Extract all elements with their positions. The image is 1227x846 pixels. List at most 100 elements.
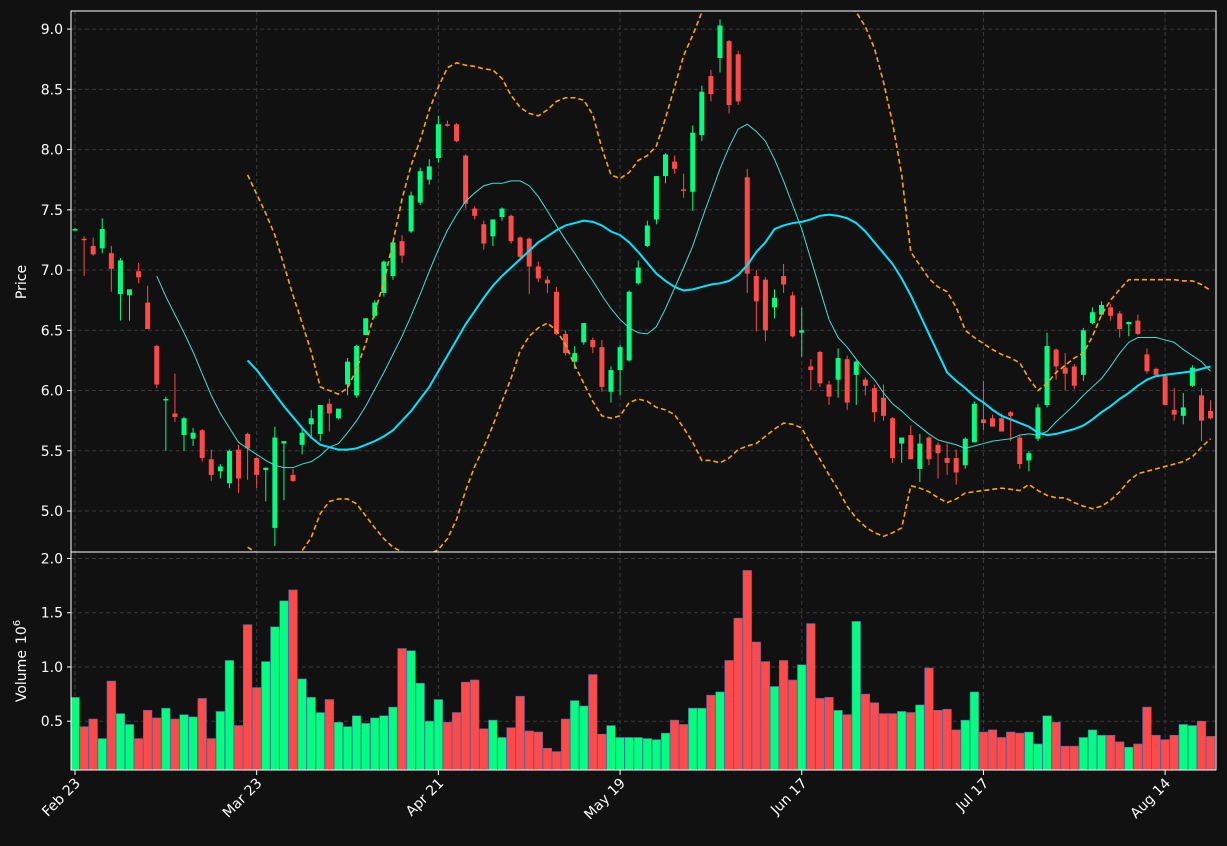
candle-body [726,41,732,105]
price-tick-label: 5.0 [41,504,63,520]
candle-body [1053,349,1059,367]
volume-bar [197,698,207,770]
volume-bar [1096,734,1107,770]
volume-bar [906,712,916,770]
volume-bar [897,711,907,770]
price-tick-label: 7.5 [41,203,63,219]
volume-bar [515,695,525,770]
candle-body [172,413,178,418]
candle-body [463,155,469,204]
volume-tick-label: 2.0 [41,552,63,568]
volume-bar [869,702,880,770]
volume-bar [987,729,998,770]
volume-bar [324,699,334,770]
candle-body [717,25,723,58]
volume-bar [806,623,816,770]
volume-bar [624,737,634,770]
price-grid [71,11,1216,552]
volume-bar [996,737,1007,770]
volume-bar [506,727,516,770]
candle-body [808,366,814,371]
candle-body [127,289,133,296]
volume-y-axis: 0.5 1.0 1.5 2.0 [41,552,71,730]
candle-body [953,458,959,473]
volume-bar [1178,724,1188,770]
volume-bar [497,737,507,770]
candle-body [290,474,296,481]
candle-body [753,276,759,302]
volume-bar [1205,736,1216,770]
volume-bar [751,641,761,770]
candle-body [581,323,587,343]
volume-bar [115,713,126,770]
candle-body [108,253,114,269]
volume-bar [97,738,107,770]
volume-bar [724,660,734,770]
volume-bar [815,698,825,770]
candle-body [363,318,369,336]
candle-body [454,124,460,142]
volume-bar [688,707,698,770]
volume-bar [215,711,225,770]
volume-bar [1078,737,1088,770]
volume-bar [942,708,952,770]
volume-bar [860,693,870,770]
candle-body [790,295,796,337]
candle-body [399,241,405,256]
volume-bar [679,724,689,770]
volume-bar [651,739,662,770]
volume-tick-label: 1.5 [41,606,63,622]
volume-bar [170,718,180,770]
candle-body [1117,313,1123,330]
volume-bar [451,712,462,770]
price-axis-label: Price [14,265,30,299]
volume-bar [106,680,116,770]
volume-bar [669,719,680,770]
candle-body [826,384,832,397]
volume-bar [143,710,153,770]
candle-body [699,91,705,136]
candle-body [226,450,232,484]
candle-body [535,266,541,279]
volume-bar [697,707,707,770]
overlay-lines [156,11,1212,552]
volume-bar [597,733,607,770]
volume-bar [924,667,934,770]
volume-bar [969,691,979,770]
svg-text:Volume106: Volume 106 [12,620,30,702]
candle-body [708,76,714,95]
volume-bar [933,710,943,770]
candle-body [1189,367,1195,386]
candle-body [772,297,777,308]
volume-bar [560,718,571,770]
volume-bar [397,648,407,770]
volume-bar [1187,725,1197,770]
volume-bar [252,687,262,770]
volume-bar [833,710,843,770]
candle-body [980,419,986,424]
volume-bar [769,686,780,770]
candle-body [635,267,641,284]
volume-bar [279,600,289,770]
candle-body [644,225,650,246]
candle-body [590,339,596,348]
candle-body [99,229,105,249]
volume-bar [851,621,861,770]
candle-body [762,279,768,331]
candle-body [81,238,87,241]
volume-bar [788,679,798,770]
volume-bar [1142,706,1152,770]
volume-panel-frame [70,551,1217,771]
volume-bar [1115,741,1125,770]
volume-bar [570,700,580,770]
volume-bar [1024,731,1034,770]
candle-body [326,403,332,414]
volume-bar [242,624,253,770]
candle-body [281,441,287,444]
volume-bar [978,731,989,770]
price-tick-label: 7.0 [41,263,63,279]
volume-bar [152,717,162,770]
candle-body [136,271,142,278]
volume-bar [479,728,489,770]
price-y-axis: 5.0 5.5 6.0 6.5 7.0 7.5 8.0 8.5 9.0 [41,22,71,520]
